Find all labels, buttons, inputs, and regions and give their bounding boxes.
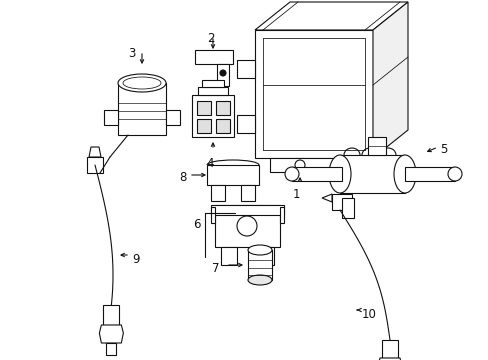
Polygon shape — [321, 194, 331, 202]
Bar — [331, 194, 351, 210]
Bar — [217, 64, 228, 86]
Bar — [254, 30, 372, 158]
Circle shape — [294, 160, 305, 170]
Polygon shape — [89, 147, 101, 157]
Ellipse shape — [247, 275, 271, 285]
Polygon shape — [372, 2, 407, 158]
Bar — [106, 343, 116, 355]
Bar — [341, 198, 353, 218]
Bar — [216, 101, 229, 115]
Bar — [118, 83, 165, 135]
Text: 1: 1 — [292, 188, 300, 201]
Bar — [269, 158, 359, 172]
Polygon shape — [210, 207, 215, 223]
Circle shape — [220, 70, 225, 76]
Polygon shape — [202, 80, 224, 87]
Bar — [192, 95, 234, 137]
Text: 9: 9 — [132, 253, 139, 266]
Bar — [241, 185, 254, 201]
Bar — [367, 137, 385, 155]
Bar — [247, 250, 271, 280]
Polygon shape — [165, 110, 180, 125]
Ellipse shape — [393, 155, 415, 193]
Text: 7: 7 — [212, 262, 219, 275]
Ellipse shape — [247, 245, 271, 255]
Ellipse shape — [123, 77, 161, 89]
Bar — [291, 167, 341, 181]
Bar — [404, 167, 454, 181]
Polygon shape — [280, 207, 284, 223]
Text: 5: 5 — [439, 143, 447, 156]
Bar — [216, 119, 229, 133]
Bar — [206, 165, 259, 185]
Circle shape — [237, 216, 257, 236]
Text: 2: 2 — [206, 32, 214, 45]
Text: 3: 3 — [128, 47, 135, 60]
Polygon shape — [104, 110, 118, 125]
Bar — [197, 119, 210, 133]
Bar — [339, 155, 404, 193]
Bar — [381, 340, 397, 358]
Bar — [197, 101, 210, 115]
Text: 8: 8 — [179, 171, 186, 184]
Polygon shape — [99, 325, 123, 343]
Bar — [215, 205, 280, 247]
Text: 6: 6 — [193, 218, 200, 231]
Ellipse shape — [328, 155, 350, 193]
Polygon shape — [254, 2, 407, 30]
Bar — [258, 247, 273, 265]
Text: 10: 10 — [361, 308, 376, 321]
Bar — [210, 185, 224, 201]
Bar — [210, 205, 284, 215]
Polygon shape — [237, 115, 254, 133]
Ellipse shape — [285, 167, 298, 181]
Polygon shape — [237, 60, 254, 78]
Polygon shape — [377, 358, 401, 360]
Bar — [221, 247, 237, 265]
Polygon shape — [198, 87, 227, 95]
Bar — [87, 157, 103, 173]
Polygon shape — [195, 50, 232, 64]
Ellipse shape — [118, 74, 165, 92]
Ellipse shape — [447, 167, 461, 181]
Bar — [103, 305, 119, 325]
Text: 4: 4 — [205, 157, 213, 170]
